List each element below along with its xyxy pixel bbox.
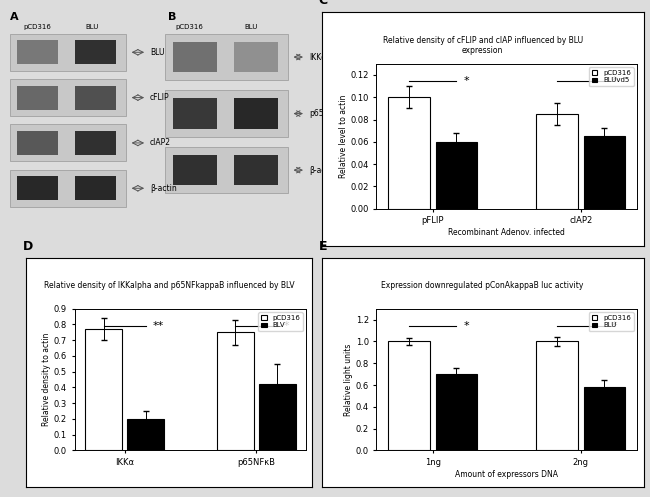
Y-axis label: Relative density to actin: Relative density to actin xyxy=(42,333,51,426)
Text: **: ** xyxy=(152,321,164,331)
Text: β-actin: β-actin xyxy=(150,184,177,193)
Text: E: E xyxy=(318,241,327,253)
Bar xyxy=(536,114,578,209)
Bar xyxy=(16,85,58,110)
Bar xyxy=(75,40,116,64)
Bar xyxy=(85,329,122,450)
X-axis label: Recombinant Adenov. infected: Recombinant Adenov. infected xyxy=(448,228,566,237)
Bar xyxy=(75,176,116,200)
Y-axis label: Relative level to actin: Relative level to actin xyxy=(339,94,348,178)
Text: IKKα: IKKα xyxy=(309,53,326,62)
Bar xyxy=(173,155,216,185)
Bar xyxy=(436,142,477,209)
Text: Expression downregulated pConAkappaB luc activity: Expression downregulated pConAkappaB luc… xyxy=(382,281,584,290)
Text: BLU: BLU xyxy=(244,24,257,30)
Bar xyxy=(10,34,125,71)
Bar xyxy=(16,176,58,200)
Bar xyxy=(16,40,58,64)
Text: p65NFκB: p65NFκB xyxy=(309,109,343,118)
Text: *: * xyxy=(284,321,289,331)
Bar xyxy=(259,384,296,450)
Text: *: * xyxy=(612,76,618,86)
Bar xyxy=(584,136,625,209)
Bar xyxy=(75,85,116,110)
Bar xyxy=(234,42,278,72)
Legend: pCD316, BLV: pCD316, BLV xyxy=(258,312,303,331)
Bar xyxy=(165,147,287,193)
Text: A: A xyxy=(10,12,18,22)
Text: *: * xyxy=(464,76,469,86)
Text: C: C xyxy=(318,0,328,7)
Text: cIAP2: cIAP2 xyxy=(150,139,171,148)
Bar xyxy=(165,90,287,137)
Text: BLU: BLU xyxy=(150,48,164,57)
Bar xyxy=(10,124,125,162)
Bar xyxy=(127,419,164,450)
Bar xyxy=(234,155,278,185)
Text: *: * xyxy=(612,321,618,331)
Bar xyxy=(165,34,287,81)
Bar xyxy=(173,98,216,129)
Text: Relative density of cFLIP and cIAP influenced by BLU
expression: Relative density of cFLIP and cIAP influ… xyxy=(383,36,582,55)
Text: B: B xyxy=(168,12,177,22)
Bar xyxy=(436,374,477,450)
X-axis label: Amount of expressors DNA: Amount of expressors DNA xyxy=(455,470,558,479)
Text: β-actin: β-actin xyxy=(309,166,335,174)
Legend: pCD316, BLU: pCD316, BLU xyxy=(589,312,634,331)
Text: pCD316: pCD316 xyxy=(176,24,203,30)
Text: cFLIP: cFLIP xyxy=(150,93,170,102)
Bar xyxy=(536,341,578,450)
Bar xyxy=(10,170,125,207)
Text: *: * xyxy=(464,321,469,331)
Text: BLU: BLU xyxy=(85,24,99,30)
Bar xyxy=(10,79,125,116)
Bar xyxy=(388,97,430,209)
Bar xyxy=(584,387,625,450)
Bar xyxy=(234,98,278,129)
Bar xyxy=(388,341,430,450)
Bar xyxy=(75,131,116,155)
Bar xyxy=(217,332,254,450)
Text: D: D xyxy=(23,241,33,253)
Bar xyxy=(16,131,58,155)
Y-axis label: Relative light units: Relative light units xyxy=(344,343,353,416)
Text: pCD316: pCD316 xyxy=(23,24,51,30)
Text: Relative density of IKKalpha and p65NFkappaB influenced by BLV: Relative density of IKKalpha and p65NFka… xyxy=(44,281,294,290)
Bar xyxy=(173,42,216,72)
Legend: pCD316, BLUvd5: pCD316, BLUvd5 xyxy=(589,67,634,86)
